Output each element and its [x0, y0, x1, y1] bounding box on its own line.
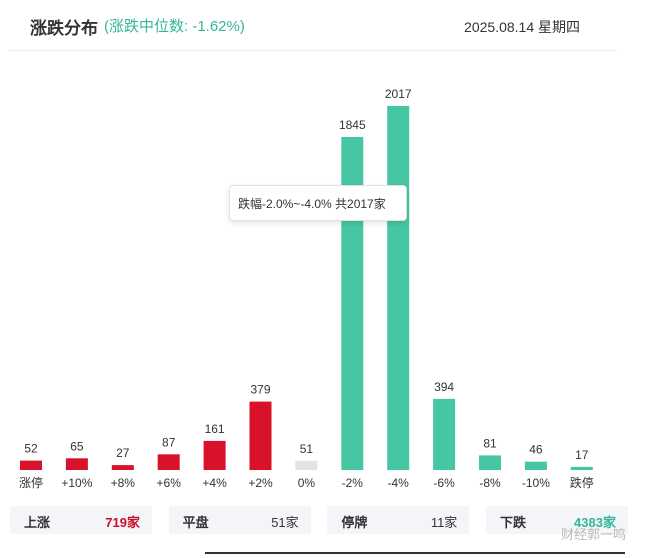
summary-down-value: 4383家	[574, 515, 616, 530]
page-title: 涨跌分布	[30, 19, 98, 38]
bar-value-label: 2017	[385, 87, 412, 101]
summary-suspended-value: 11家	[430, 515, 458, 530]
bar-value-label: 379	[250, 383, 270, 397]
category-label: -10%	[522, 476, 550, 490]
bar-0[interactable]	[20, 460, 42, 470]
bar-value-label: 27	[116, 446, 130, 460]
watermark-text: 财经郭一鸣	[560, 527, 626, 542]
bar-value-label: 46	[529, 443, 543, 457]
category-label: +4%	[202, 476, 227, 490]
summary-down-label: 下跌	[499, 515, 526, 530]
bar-11[interactable]	[524, 461, 547, 470]
bar-value-label: 65	[70, 439, 84, 453]
category-label: -4%	[388, 476, 410, 490]
bar-value-label: 52	[24, 442, 38, 456]
date-label: 2025.08.14 星期四	[464, 19, 580, 35]
bar-1[interactable]	[65, 458, 88, 470]
bar-2[interactable]	[111, 465, 134, 470]
bar-value-label: 394	[434, 380, 454, 394]
category-label: +6%	[157, 476, 182, 490]
category-label: -8%	[479, 476, 501, 490]
category-label: 0%	[298, 476, 316, 490]
bar-value-label: 1845	[339, 118, 366, 132]
summary-flat: 平盘 51家	[168, 506, 311, 534]
bar-8[interactable]	[387, 106, 410, 470]
summary-up-label: 上涨	[24, 515, 51, 530]
header: 涨跌分布 (涨跌中位数: -1.62%) 2025.08.14 星期四	[0, 0, 650, 50]
summary-flat-value: 51家	[271, 515, 299, 530]
bar-value-label: 161	[205, 422, 225, 436]
bar-5[interactable]	[249, 401, 272, 470]
category-label: +8%	[111, 476, 136, 490]
summary-flat-label: 平盘	[182, 515, 209, 530]
bar-9[interactable]	[433, 398, 456, 470]
bar-10[interactable]	[479, 455, 501, 470]
category-label: 跌停	[570, 475, 594, 490]
bar-3[interactable]	[157, 454, 180, 470]
category-label: -6%	[433, 476, 455, 490]
bar-value-label: 81	[483, 436, 497, 450]
bar-6[interactable]	[295, 460, 318, 470]
median-label: (涨跌中位数: -1.62%)	[104, 18, 245, 35]
category-label: +10%	[61, 476, 92, 490]
chart-tooltip: 跌幅-2.0%~-4.0% 共2017家	[229, 185, 407, 221]
category-label: -2%	[342, 476, 364, 490]
summary-suspended-label: 停牌	[341, 515, 368, 530]
summary-bar: 上涨 719家 平盘 51家 停牌 11家 下跌 4383家	[10, 506, 628, 534]
bar-value-label: 17	[575, 448, 589, 462]
header-divider	[8, 50, 618, 51]
category-label: 涨停	[19, 475, 43, 490]
bar-value-label: 87	[162, 435, 176, 449]
summary-down: 下跌 4383家	[485, 506, 628, 534]
category-label: +2%	[248, 476, 273, 490]
distribution-chart: 52 涨停 65 +10% 27 +8% 87 +6% 161 +4% 379 +2% 51 0% 1845…	[19, 87, 594, 490]
summary-up: 上涨 719家	[10, 506, 152, 534]
bar-4[interactable]	[203, 440, 226, 470]
watermark: 财经郭一鸣	[561, 524, 626, 543]
bottom-border	[205, 552, 625, 554]
bar-12[interactable]	[570, 466, 593, 470]
summary-up-value: 719家	[105, 515, 140, 530]
summary-suspended: 停牌 11家	[327, 506, 470, 534]
bar-value-label: 51	[300, 442, 314, 456]
